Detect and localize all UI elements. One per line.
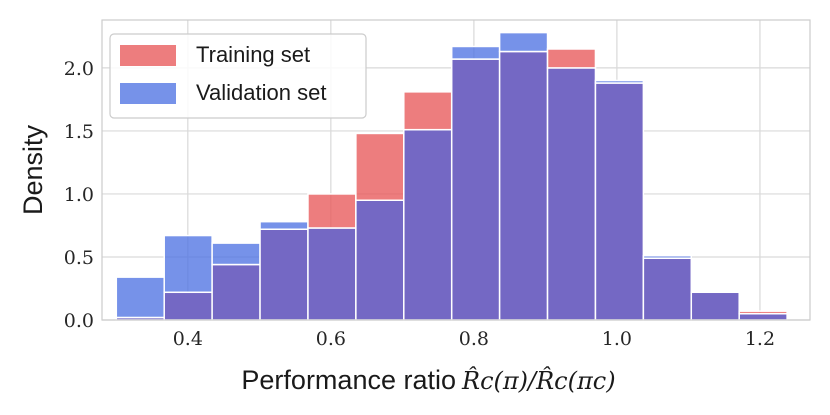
legend-label-validation: Validation set (196, 80, 326, 105)
ratio-numerator: R̂c(π) (461, 367, 528, 395)
bar-overlap (594, 82, 645, 321)
y-tick-label: 1.5 (64, 121, 94, 143)
bar-validation (498, 31, 549, 53)
bar-validation (259, 220, 309, 230)
x-tick-label: 0.6 (316, 328, 346, 350)
bar-training (546, 48, 597, 69)
bar-overlap (163, 291, 213, 321)
tick-labels: 0.4 0.6 0.8 1.0 1.2 0.0 0.5 1.0 1.5 2.0 (64, 58, 775, 350)
x-tick-label: 1.2 (745, 328, 775, 350)
legend-label-training: Training set (196, 42, 310, 67)
legend-swatch-training (120, 45, 176, 66)
ratio-separator: / (526, 367, 539, 395)
plot-border (101, 19, 811, 321)
legend-swatch-validation (120, 83, 176, 104)
bar-validation (163, 234, 213, 294)
bar-overlap (546, 67, 597, 321)
y-axis-label: Density (18, 124, 48, 215)
bar-training (355, 132, 405, 202)
bar-training (738, 310, 788, 315)
bar-validation (450, 45, 501, 60)
bar-validation (642, 254, 693, 259)
bar-validation (594, 79, 645, 84)
ratio-denominator: R̂c(πc) (535, 367, 615, 395)
plot-frame (101, 19, 811, 321)
bar-training (307, 193, 357, 229)
bar-overlap (403, 128, 453, 321)
bar-overlap (738, 312, 788, 321)
bar-overlap (211, 263, 261, 321)
bar-overlap (355, 199, 405, 321)
x-tick-label: 1.0 (602, 328, 632, 350)
x-axis-label: Performance ratio (241, 365, 456, 395)
x-tick-label: 0.4 (173, 328, 203, 350)
bars (115, 31, 788, 321)
bar-overlap (642, 257, 693, 321)
bar-training (403, 91, 453, 131)
legend: Training set Validation set (109, 33, 367, 119)
y-tick-label: 0.0 (64, 310, 94, 332)
bar-overlap (690, 291, 740, 321)
bar-overlap (307, 227, 357, 321)
bar-overlap (498, 50, 549, 321)
x-axis-label-math: R̂c(π)/R̂c(πc) (461, 367, 616, 395)
x-tick-label: 0.8 (459, 328, 489, 350)
y-tick-label: 2.0 (64, 58, 94, 80)
bar-overlap (450, 58, 501, 321)
bar-validation (211, 242, 261, 266)
y-tick-label: 0.5 (64, 247, 94, 269)
bar-overlap (259, 228, 309, 321)
bar-validation (115, 276, 165, 319)
y-tick-label: 1.0 (64, 184, 94, 206)
